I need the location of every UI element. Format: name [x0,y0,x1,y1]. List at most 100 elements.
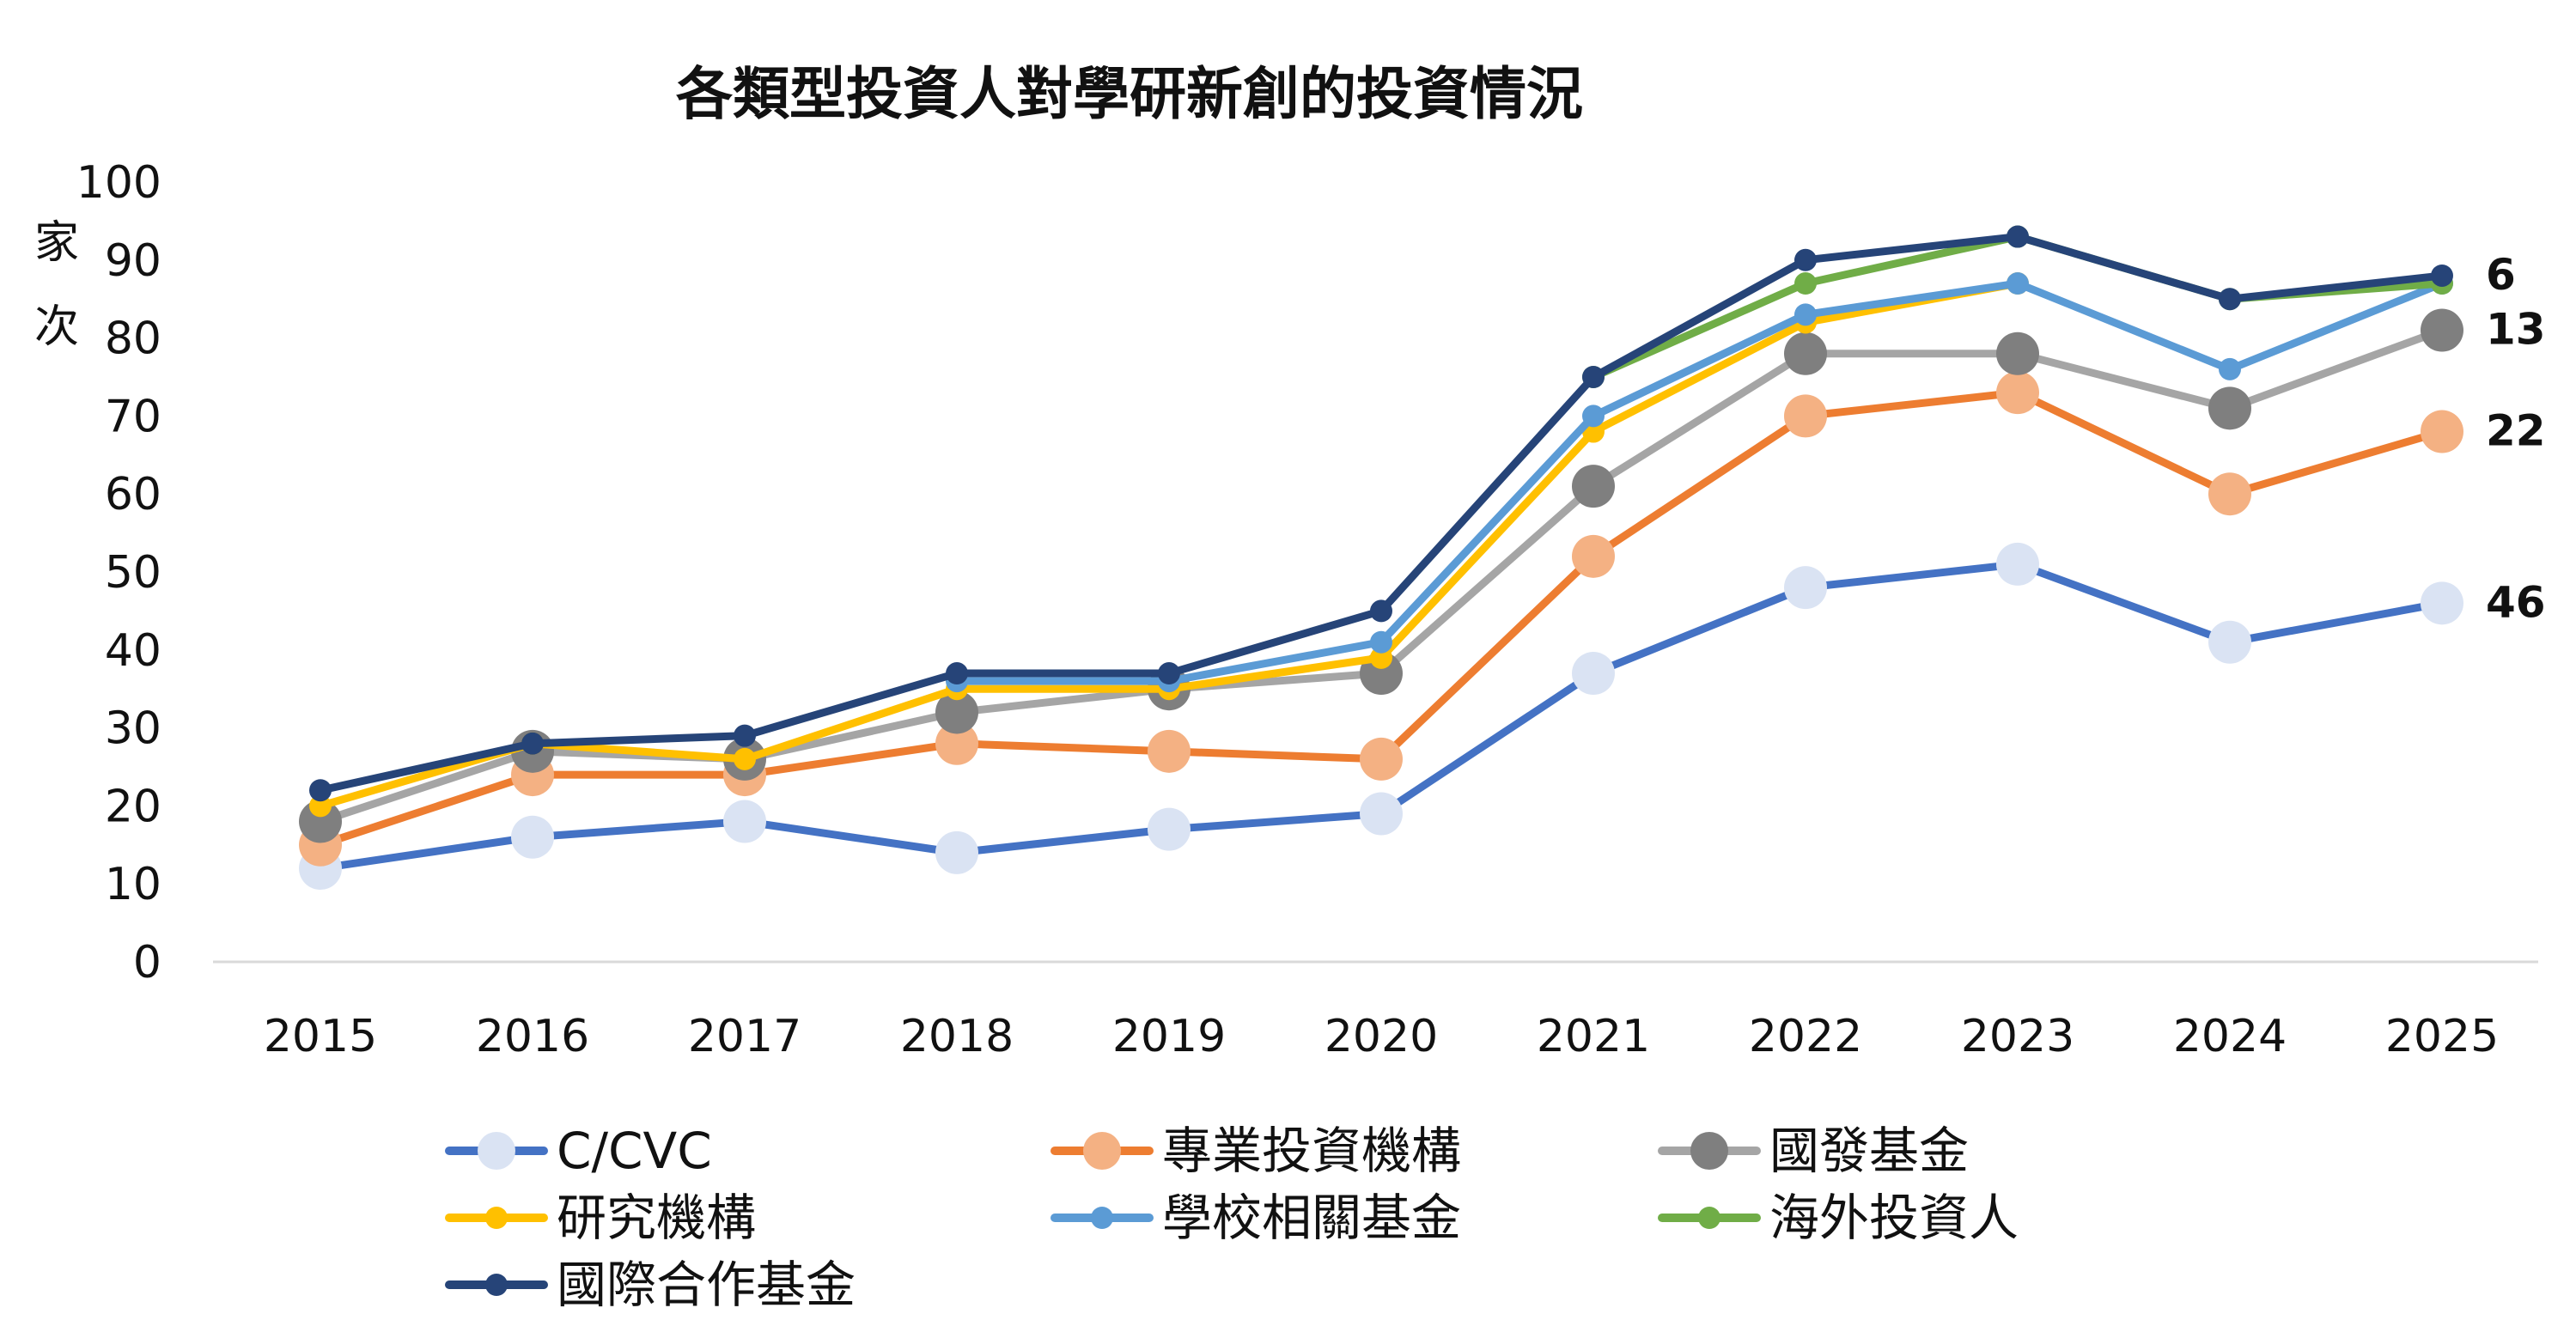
data-point [1784,394,1827,438]
data-point [734,724,756,747]
data-point [2007,272,2029,295]
y-tick-label: 10 [105,859,161,910]
axes: 0 10 20 30 40 50 60 70 80 90 100 2015 2016 2017 2018 20… [76,157,2538,1062]
legend-label: 研究機構 [557,1189,756,1247]
data-point [1996,542,2039,586]
data-point [935,830,978,874]
y-tick-label: 100 [76,157,161,209]
end-label: 6 [2486,250,2516,300]
series-line [316,279,2022,810]
legend-label: C/CVC [557,1122,712,1180]
data-point [1794,248,1817,271]
data-point [1996,332,2039,375]
y-tick-label: 70 [105,391,161,442]
legend-label: 海外投資人 [1769,1189,2019,1247]
x-tick-label: 2023 [1961,1011,2074,1062]
data-point [511,815,554,859]
data-point [2208,472,2251,516]
y-tick-label: 80 [105,313,161,365]
legend-swatch-marker [1690,1132,1728,1170]
data-point [1996,371,2039,415]
data-point [1370,630,1392,654]
data-point [309,794,332,818]
data-point [1148,807,1191,851]
data-point [2007,225,2029,248]
data-point [2421,308,2463,352]
legend-item: 研究機構 [445,1189,756,1247]
legend-swatch-marker [1083,1132,1121,1170]
x-tick-label: 2022 [1749,1011,1862,1062]
data-point [1370,599,1392,623]
y-axis-label-char: 家 [34,217,79,269]
legend-swatch-marker [1698,1207,1720,1229]
data-point [2208,386,2251,430]
end-label: 13 [2486,305,2546,355]
data-point [1572,652,1615,696]
data-point [1784,332,1827,375]
legend-label: 國發基金 [1769,1122,1969,1180]
series-line [953,279,2446,685]
legend-label: 學校相關基金 [1162,1189,1461,1247]
legend-item: 專業投資機構 [1050,1122,1461,1180]
legend-item: 國際合作基金 [445,1256,856,1314]
data-point [1360,737,1403,781]
data-point [1572,534,1615,578]
y-axis-label: 家次 [34,217,79,353]
legend-swatch-marker [485,1207,508,1229]
data-point [521,732,544,755]
y-tick-label: 50 [105,547,161,599]
data-point [309,779,332,802]
data-point [2421,581,2463,625]
legend-swatch-marker [478,1132,515,1170]
y-tick-label: 90 [105,235,161,287]
end-label: 22 [2486,406,2546,456]
y-tick-label: 20 [105,781,161,832]
data-point [299,800,342,843]
y-tick-label: 0 [133,937,161,988]
series-layer [299,225,2463,891]
series-line [316,233,2446,794]
x-tick-label: 2017 [688,1011,801,1062]
data-point [1572,465,1615,508]
legend-swatch-marker [485,1274,508,1296]
data-point [1582,366,1605,388]
data-point [1158,662,1180,685]
x-tick-label: 2018 [900,1011,1014,1062]
data-point [723,800,766,843]
annotations-layer: 613 22 46 [2486,250,2546,627]
data-point [1370,646,1392,669]
data-point [1794,303,1817,326]
series-C/CVC [299,542,2463,891]
y-tick-label: 60 [105,469,161,520]
x-tick-label: 2025 [2385,1011,2499,1062]
data-point [734,747,756,770]
data-point [2219,288,2241,311]
legend-item: 學校相關基金 [1050,1189,1461,1247]
data-point [2431,264,2453,287]
data-point [946,662,968,685]
legend-label: 國際合作基金 [557,1256,856,1314]
data-point [2421,410,2463,453]
y-axis-label-char: 次 [34,301,79,353]
x-tick-label: 2024 [2173,1011,2287,1062]
legend-item: 海外投資人 [1658,1189,2019,1247]
data-point [1794,272,1817,295]
legend-label: 專業投資機構 [1162,1122,1461,1180]
legend-swatch-marker [1091,1207,1113,1229]
x-tick-label: 2020 [1325,1011,1438,1062]
data-point [1360,792,1403,836]
series-國際合作基金 [309,225,2453,802]
data-point [1148,729,1191,773]
data-point [935,690,978,734]
chart-title: 各類型投資人對學研新創的投資情況 [676,61,1583,127]
x-tick-label: 2021 [1537,1011,1650,1062]
end-label: 46 [2486,577,2546,627]
data-point [935,721,978,765]
data-point [2208,620,2251,664]
legend-item: 國發基金 [1658,1122,1969,1180]
y-tick-label: 40 [105,625,161,677]
x-tick-label: 2015 [264,1011,377,1062]
x-tick-label: 2016 [476,1011,589,1062]
